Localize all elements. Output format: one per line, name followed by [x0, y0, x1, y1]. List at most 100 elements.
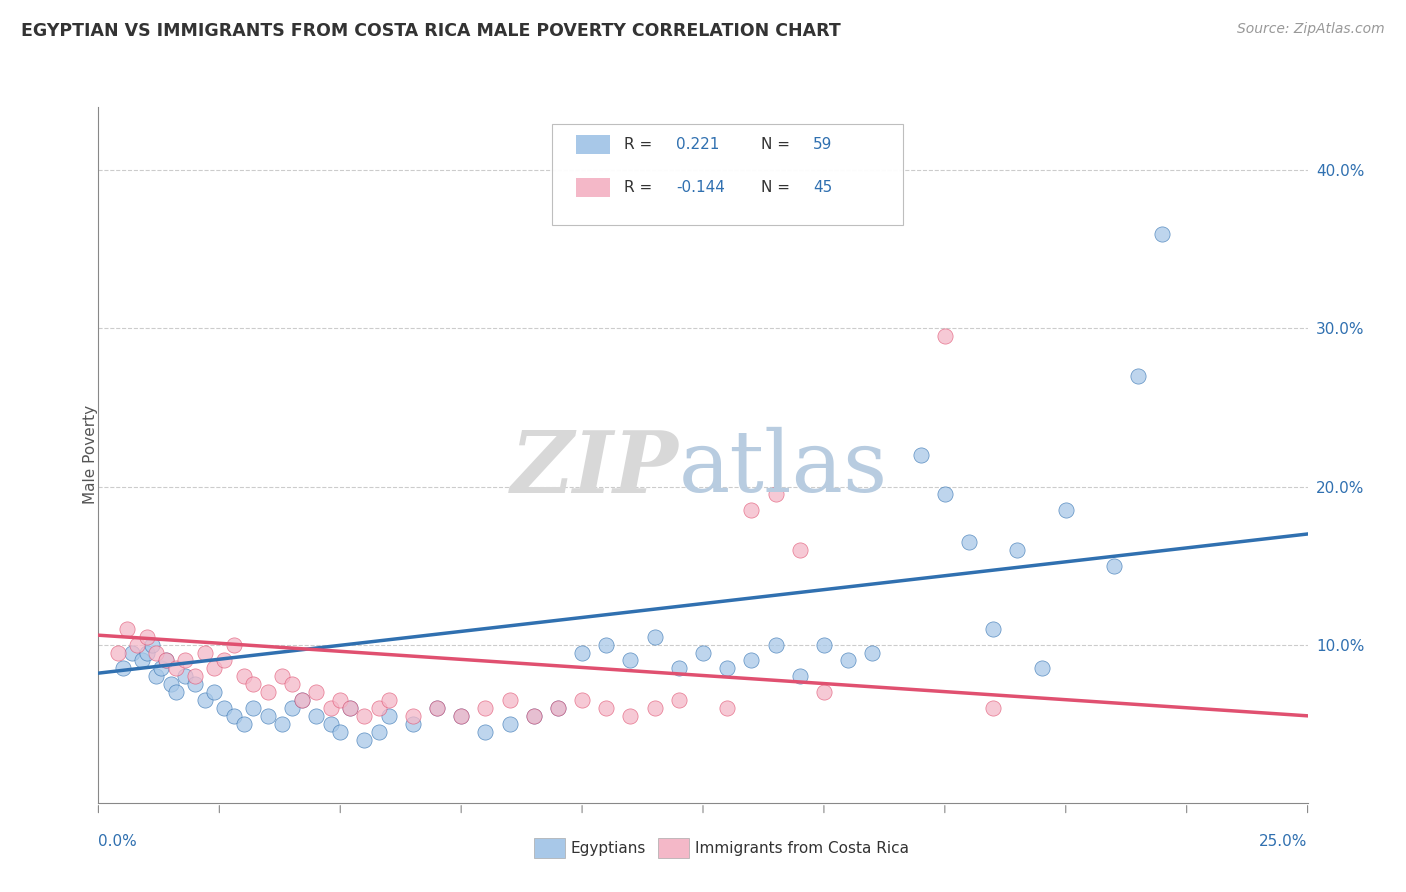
Point [145, 646, 167, 660]
FancyBboxPatch shape [553, 124, 903, 226]
Text: N =: N = [761, 137, 794, 153]
Point [1054, 503, 1077, 517]
Point [131, 653, 153, 667]
Point [789, 542, 811, 557]
Point [1128, 368, 1150, 383]
Point [305, 708, 328, 723]
Point [150, 661, 173, 675]
Point [165, 685, 187, 699]
Point [353, 732, 375, 747]
Point [981, 622, 1004, 636]
Point [837, 653, 859, 667]
Point [402, 708, 425, 723]
Point [934, 487, 956, 501]
Point [212, 701, 235, 715]
Point [135, 630, 157, 644]
Text: 0.0%: 0.0% [98, 834, 138, 849]
Point [474, 701, 496, 715]
Point [595, 701, 617, 715]
Point [740, 503, 762, 517]
Point [271, 716, 294, 731]
Text: R =: R = [624, 180, 658, 195]
Point [242, 677, 264, 691]
Point [127, 638, 149, 652]
Text: -0.144: -0.144 [676, 180, 725, 195]
Point [135, 646, 157, 660]
Point [1102, 558, 1125, 573]
Point [765, 487, 787, 501]
Point [450, 708, 472, 723]
Point [194, 646, 217, 660]
Point [242, 701, 264, 715]
Text: 59: 59 [813, 137, 832, 153]
Point [571, 646, 593, 660]
Point [692, 646, 714, 660]
Point [145, 669, 167, 683]
Point [111, 661, 134, 675]
Point [271, 669, 294, 683]
Point [595, 638, 617, 652]
Point [426, 701, 449, 715]
Point [117, 622, 139, 636]
Point [474, 724, 496, 739]
Text: EGYPTIAN VS IMMIGRANTS FROM COSTA RICA MALE POVERTY CORRELATION CHART: EGYPTIAN VS IMMIGRANTS FROM COSTA RICA M… [21, 22, 841, 40]
Point [290, 693, 312, 707]
Point [547, 701, 569, 715]
Text: 25.0%: 25.0% [1260, 834, 1308, 849]
Point [165, 661, 187, 675]
Text: ZIP: ZIP [510, 427, 679, 510]
Point [204, 685, 226, 699]
Point [716, 661, 738, 675]
Point [232, 669, 254, 683]
Point [571, 693, 593, 707]
Point [141, 638, 163, 652]
Point [523, 708, 546, 723]
Text: 45: 45 [813, 180, 832, 195]
Point [222, 638, 245, 652]
Point [305, 685, 328, 699]
Point [765, 638, 787, 652]
Point [256, 685, 278, 699]
Point [155, 653, 177, 667]
Point [450, 708, 472, 723]
Point [740, 653, 762, 667]
Point [329, 693, 352, 707]
Point [981, 701, 1004, 715]
Text: Source: ZipAtlas.com: Source: ZipAtlas.com [1237, 22, 1385, 37]
Point [547, 701, 569, 715]
Point [498, 693, 520, 707]
Point [668, 661, 690, 675]
Point [498, 716, 520, 731]
Point [377, 708, 399, 723]
Point [319, 701, 342, 715]
Text: Immigrants from Costa Rica: Immigrants from Costa Rica [695, 841, 908, 855]
Point [184, 669, 207, 683]
Point [813, 685, 835, 699]
Point [402, 716, 425, 731]
Point [160, 677, 183, 691]
Point [353, 708, 375, 723]
Point [644, 701, 666, 715]
Point [668, 693, 690, 707]
Point [934, 329, 956, 343]
Text: atlas: atlas [679, 427, 889, 510]
Text: R =: R = [624, 137, 658, 153]
Point [339, 701, 361, 715]
Point [1007, 542, 1029, 557]
Point [212, 653, 235, 667]
Point [222, 708, 245, 723]
Point [860, 646, 883, 660]
Point [426, 701, 449, 715]
Point [174, 653, 197, 667]
Point [184, 677, 207, 691]
Point [1031, 661, 1053, 675]
Bar [576, 135, 610, 154]
Point [290, 693, 312, 707]
Point [368, 701, 391, 715]
Point [716, 701, 738, 715]
Point [368, 724, 391, 739]
Text: 0.221: 0.221 [676, 137, 720, 153]
Point [957, 534, 980, 549]
Point [121, 646, 143, 660]
Point [232, 716, 254, 731]
